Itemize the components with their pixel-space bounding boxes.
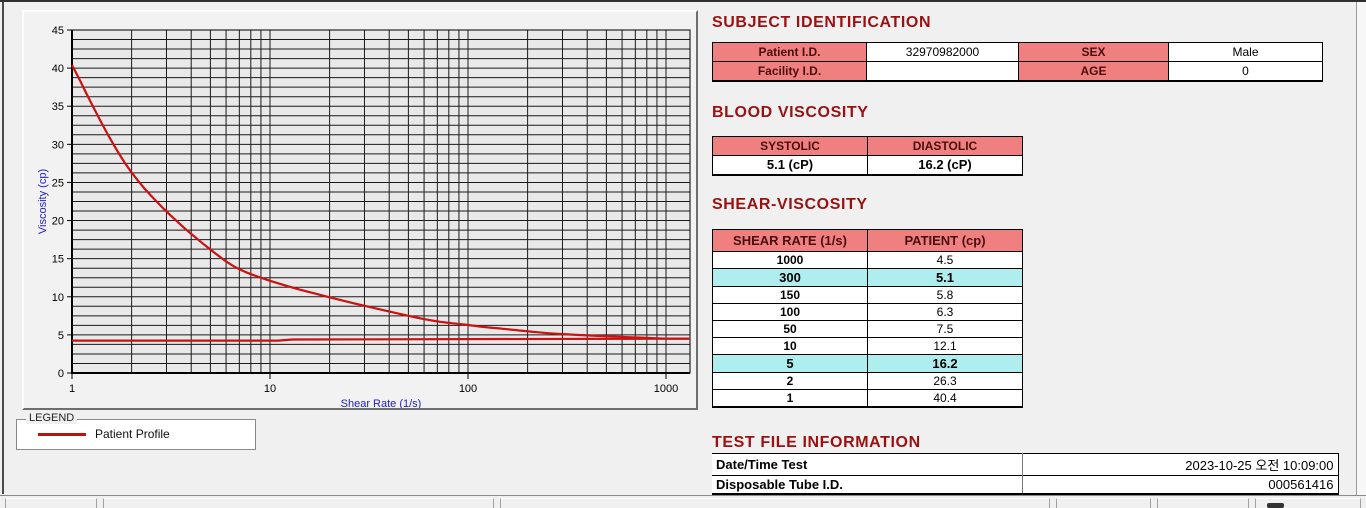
sex-label: SEX — [1018, 42, 1169, 62]
svg-text:20: 20 — [52, 216, 64, 228]
status-segment — [500, 498, 1050, 508]
age-label: AGE — [1018, 61, 1169, 81]
shear-viscosity-table: SHEAR RATE (1/s) PATIENT (cp) 1000 4.5 300… — [712, 229, 1023, 408]
legend-title: LEGEND — [26, 412, 78, 424]
disposable-tube-id-label: Disposable Tube I.D. — [712, 475, 1023, 494]
systolic-header: SYSTOLIC — [712, 136, 868, 156]
table-row: 100 6.3 — [712, 303, 1023, 321]
shear-rate-cell: 1 — [712, 389, 868, 408]
svg-text:25: 25 — [52, 177, 64, 189]
subject-identification-table: Patient I.D. 32970982000 SEX Male Facili… — [712, 42, 1323, 82]
svg-text:10: 10 — [52, 292, 64, 304]
sex-value: Male — [1168, 42, 1323, 62]
table-row: Patient I.D. 32970982000 SEX Male — [712, 42, 1323, 62]
table-row: 300 5.1 — [712, 268, 1023, 287]
table-row: 5 16.2 — [712, 354, 1023, 373]
shear-rate-cell: 150 — [712, 286, 868, 304]
svg-text:45: 45 — [52, 25, 64, 37]
shear-rate-cell: 2 — [712, 372, 868, 390]
status-segment — [103, 498, 494, 508]
table-row: 5.1 (cP) 16.2 (cP) — [712, 155, 1023, 175]
legend-line-swatch — [38, 433, 86, 436]
table-row: Date/Time Test 2023-10-25 오전 10:09:00 — [712, 453, 1338, 476]
subject-identification-title: SUBJECT IDENTIFICATION — [712, 14, 932, 31]
patient-cp-cell: 5.8 — [867, 286, 1023, 304]
disposable-tube-id-value: 000561416 — [1022, 475, 1338, 494]
patient-cp-cell: 26.3 — [867, 372, 1023, 390]
shear-rate-cell: 100 — [712, 303, 868, 321]
svg-text:Shear Rate (1/s): Shear Rate (1/s) — [341, 398, 422, 408]
shear-rate-cell: 1000 — [712, 251, 868, 269]
patient-cp-cell: 4.5 — [867, 251, 1023, 269]
svg-text:40: 40 — [52, 63, 64, 75]
patient-id-label: Patient I.D. — [712, 42, 867, 62]
svg-text:0: 0 — [58, 368, 64, 380]
svg-text:30: 30 — [52, 139, 64, 151]
status-segment — [1157, 498, 1249, 508]
clipped-text-sliver — [1267, 503, 1284, 508]
status-bar — [0, 495, 1366, 508]
facility-id-value — [866, 61, 1019, 81]
patient-cp-cell: 5.1 — [867, 268, 1023, 287]
test-file-information-table: Date/Time Test 2023-10-25 오전 10:09:00 Di… — [712, 453, 1339, 495]
patient-cp-header: PATIENT (cp) — [867, 229, 1023, 252]
patient-id-value: 32970982000 — [866, 42, 1019, 62]
shear-rate-header: SHEAR RATE (1/s) — [712, 229, 868, 252]
viscosity-chart-panel: 0 5 10 15 20 25 30 35 40 45 1 10 100 1000 Viscosity (c… — [22, 10, 698, 410]
svg-text:Viscosity (cp): Viscosity (cp) — [37, 169, 49, 234]
shear-rate-cell: 10 — [712, 337, 868, 355]
table-row: Disposable Tube I.D. 000561416 — [712, 475, 1338, 494]
test-file-information-title: TEST FILE INFORMATION — [712, 434, 921, 451]
shear-rate-cell: 50 — [712, 320, 868, 338]
shear-viscosity-title: SHEAR-VISCOSITY — [712, 196, 868, 213]
status-segment — [1056, 498, 1151, 508]
patient-cp-cell: 6.3 — [867, 303, 1023, 321]
window-left-border — [2, 2, 4, 494]
window-right-strip — [1357, 2, 1366, 496]
shear-rate-cell: 5 — [712, 354, 868, 373]
window-top-border — [0, 0, 1366, 2]
svg-text:15: 15 — [52, 254, 64, 266]
svg-text:100: 100 — [459, 383, 477, 395]
diastolic-header: DIASTOLIC — [867, 136, 1023, 156]
table-row: 150 5.8 — [712, 286, 1023, 304]
svg-text:1: 1 — [69, 383, 75, 395]
shear-rate-cell: 300 — [712, 268, 868, 287]
viscosity-shear-chart: 0 5 10 15 20 25 30 35 40 45 1 10 100 1000 Viscosity (c… — [37, 25, 691, 408]
diastolic-value: 16.2 (cP) — [867, 155, 1023, 175]
age-value: 0 — [1168, 61, 1323, 81]
table-row: 10 12.1 — [712, 337, 1023, 355]
svg-text:35: 35 — [52, 101, 64, 113]
table-row: 2 26.3 — [712, 372, 1023, 390]
status-segment — [1255, 498, 1361, 508]
table-row: 1000 4.5 — [712, 251, 1023, 269]
systolic-value: 5.1 (cP) — [712, 155, 868, 175]
blood-viscosity-title: BLOOD VISCOSITY — [712, 104, 869, 121]
svg-text:5: 5 — [58, 330, 64, 342]
svg-text:10: 10 — [264, 383, 276, 395]
patient-cp-cell: 7.5 — [867, 320, 1023, 338]
table-row: 1 40.4 — [712, 389, 1023, 408]
patient-cp-cell: 40.4 — [867, 389, 1023, 408]
table-row: 50 7.5 — [712, 320, 1023, 338]
patient-cp-cell: 16.2 — [867, 354, 1023, 373]
window-right-border — [1356, 2, 1357, 496]
legend-box: LEGEND Patient Profile — [16, 412, 256, 450]
date-time-test-value: 2023-10-25 오전 10:09:00 — [1022, 453, 1338, 476]
shear-table-body: 1000 4.5 300 5.1 150 5.8 100 6.3 50 7.5 10 12.1 5 16.… — [712, 251, 1023, 408]
legend-series-label: Patient Profile — [95, 427, 170, 441]
svg-text:1000: 1000 — [654, 383, 678, 395]
table-header-row: SHEAR RATE (1/s) PATIENT (cp) — [712, 229, 1023, 252]
status-segment — [5, 498, 97, 508]
date-time-test-label: Date/Time Test — [712, 453, 1023, 476]
table-row: SYSTOLIC DIASTOLIC — [712, 136, 1023, 156]
table-row: Facility I.D. AGE 0 — [712, 61, 1323, 81]
patient-cp-cell: 12.1 — [867, 337, 1023, 355]
facility-id-label: Facility I.D. — [712, 61, 867, 81]
blood-viscosity-table: SYSTOLIC DIASTOLIC 5.1 (cP) 16.2 (cP) — [712, 136, 1023, 176]
